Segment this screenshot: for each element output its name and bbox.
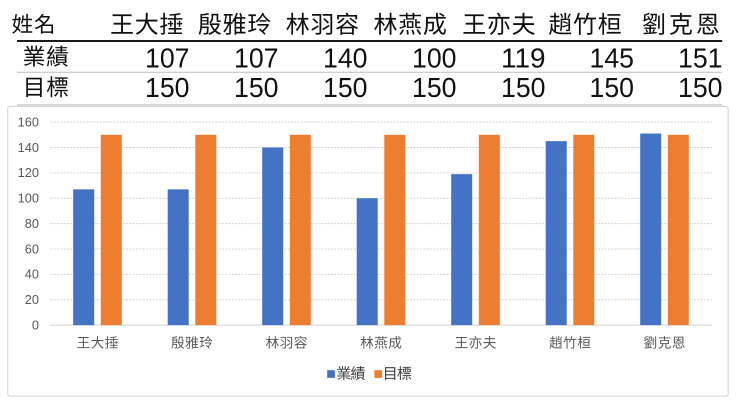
svg-text:100: 100: [18, 191, 39, 206]
svg-text:107: 107: [145, 42, 190, 73]
svg-text:150: 150: [501, 72, 546, 103]
svg-text:150: 150: [678, 72, 723, 103]
svg-text:0: 0: [32, 317, 39, 332]
svg-text:119: 119: [501, 42, 546, 73]
svg-text:120: 120: [18, 165, 39, 180]
svg-text:145: 145: [590, 42, 635, 73]
svg-text:107: 107: [234, 42, 279, 73]
svg-text:160: 160: [18, 114, 39, 129]
svg-text:60: 60: [25, 241, 39, 256]
svg-text:80: 80: [25, 216, 39, 231]
svg-text:150: 150: [412, 72, 457, 103]
svg-text:140: 140: [323, 42, 368, 73]
svg-text:150: 150: [234, 72, 279, 103]
svg-text:150: 150: [323, 72, 368, 103]
svg-text:40: 40: [25, 267, 39, 282]
svg-text:20: 20: [25, 292, 39, 307]
svg-text:150: 150: [590, 72, 635, 103]
svg-text:151: 151: [678, 42, 723, 73]
svg-text:100: 100: [412, 42, 457, 73]
svg-text:150: 150: [145, 72, 190, 103]
svg-text:140: 140: [18, 140, 39, 155]
